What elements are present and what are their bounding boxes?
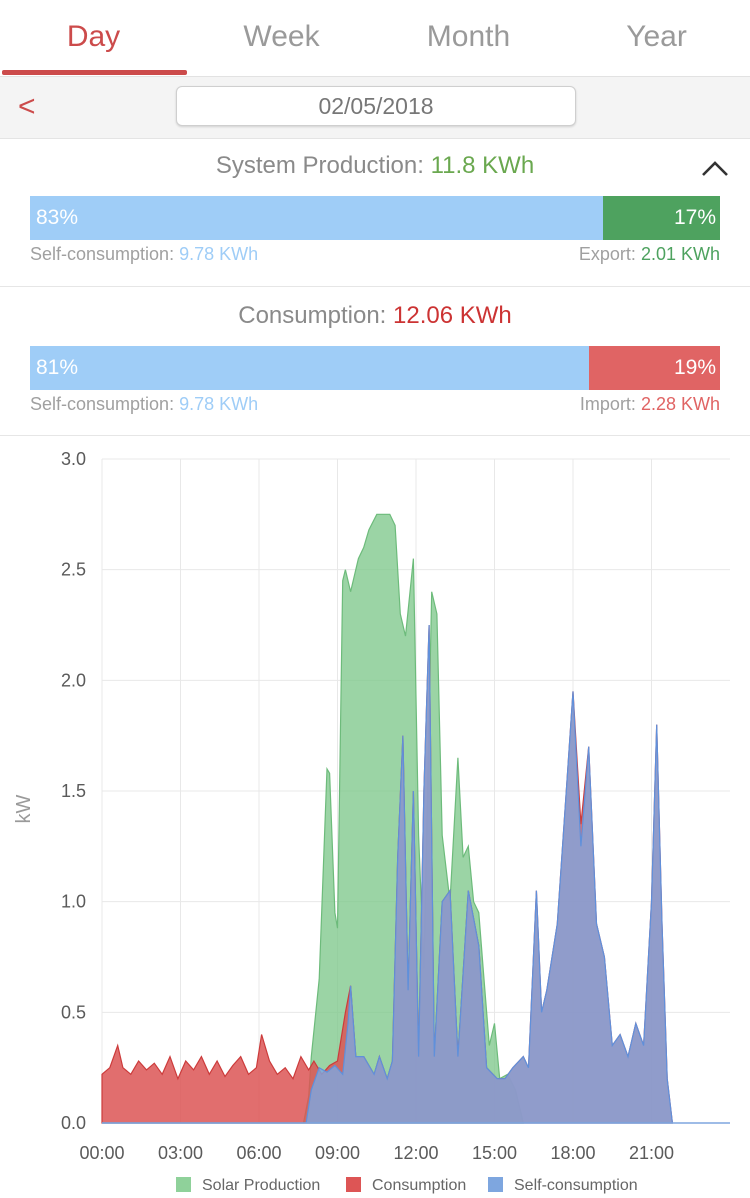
consumption-bar: 81% 19% bbox=[30, 346, 720, 390]
consumption-import-segment: 19% bbox=[588, 346, 720, 390]
y-tick-label: 2.0 bbox=[61, 670, 86, 690]
x-tick-label: 06:00 bbox=[236, 1143, 281, 1163]
production-export-segment: 17% bbox=[602, 196, 720, 240]
period-tabs: Day Week Month Year bbox=[0, 0, 750, 77]
series-area-solar-production bbox=[102, 513, 525, 1124]
consumption-self-segment: 81% bbox=[30, 346, 589, 390]
production-self-value: 9.78 KWh bbox=[179, 244, 259, 264]
consumption-import: Import: 2.28 KWh bbox=[580, 394, 720, 415]
chart-series bbox=[101, 513, 730, 1124]
active-tab-indicator bbox=[2, 70, 187, 75]
consumption-value: 12.06 KWh bbox=[393, 302, 512, 329]
x-axis-ticks: 00:00 03:00 06:00 09:00 12:00 15:00 18:00 21:00 bbox=[79, 1143, 674, 1163]
production-self-consumption: Self-consumption: 9.78 KWh bbox=[30, 244, 258, 265]
series-area-self-consumption bbox=[102, 624, 674, 1124]
y-tick-label: 0.0 bbox=[61, 1113, 86, 1133]
consumption-self-consumption: Self-consumption: 9.78 KWh bbox=[30, 394, 258, 415]
date-bar: < 02/05/2018 bbox=[0, 77, 750, 139]
x-tick-label: 15:00 bbox=[472, 1143, 517, 1163]
production-self-label: Self-consumption: bbox=[30, 244, 175, 264]
import-label: Import: bbox=[579, 394, 636, 414]
tab-year[interactable]: Year bbox=[626, 20, 687, 53]
import-value: 2.28 KWh bbox=[640, 394, 720, 414]
chart-legend: Solar Production Consumption Self-consumpt… bbox=[176, 1177, 638, 1194]
x-tick-label: 00:00 bbox=[79, 1143, 124, 1163]
legend-item[interactable]: Solar Production bbox=[202, 1177, 320, 1194]
consumption-self-value: 9.78 KWh bbox=[179, 394, 259, 414]
x-tick-label: 03:00 bbox=[158, 1143, 203, 1163]
legend-swatch bbox=[346, 1177, 361, 1192]
legend-item[interactable]: Consumption bbox=[372, 1177, 466, 1194]
consumption-label: Consumption: bbox=[238, 302, 387, 329]
y-tick-label: 3.0 bbox=[61, 449, 86, 469]
consumption-self-label: Self-consumption: bbox=[30, 394, 175, 414]
tab-day[interactable]: Day bbox=[66, 20, 121, 53]
tab-month[interactable]: Month bbox=[426, 20, 511, 53]
x-tick-label: 09:00 bbox=[315, 1143, 360, 1163]
legend-swatch bbox=[176, 1177, 191, 1192]
production-self-segment: 83% bbox=[30, 196, 603, 240]
production-label: System Production: bbox=[215, 152, 424, 179]
export-label: Export: bbox=[578, 244, 636, 264]
production-title: System Production: 11.8 KWh bbox=[0, 152, 750, 180]
power-chart: 0.0 0.5 1.0 1.5 2.0 2.5 3.0 00:00 03:00 06:00 09:… bbox=[13, 449, 730, 1194]
production-export: Export: 2.01 KWh bbox=[579, 244, 720, 265]
consumption-summary: Consumption: 12.06 KWh 81% 19% Self-cons… bbox=[0, 287, 750, 436]
date-picker[interactable]: 02/05/2018 bbox=[176, 86, 576, 126]
export-value: 2.01 KWh bbox=[640, 244, 720, 264]
legend-item[interactable]: Self-consumption bbox=[514, 1177, 638, 1194]
consumption-title: Consumption: 12.06 KWh bbox=[0, 302, 750, 330]
x-tick-label: 18:00 bbox=[550, 1143, 595, 1163]
collapse-chevron-icon[interactable] bbox=[700, 155, 730, 181]
production-value: 11.8 KWh bbox=[430, 152, 535, 179]
previous-day-button[interactable]: < bbox=[18, 90, 36, 123]
x-tick-label: 12:00 bbox=[393, 1143, 438, 1163]
y-tick-label: 1.5 bbox=[61, 781, 86, 801]
tab-week[interactable]: Week bbox=[243, 20, 320, 53]
y-axis-ticks: 0.0 0.5 1.0 1.5 2.0 2.5 3.0 bbox=[61, 449, 86, 1133]
y-tick-label: 0.5 bbox=[61, 1002, 86, 1022]
production-summary: System Production: 11.8 KWh 83% 17% Self… bbox=[0, 139, 750, 287]
legend-swatch bbox=[488, 1177, 503, 1192]
y-tick-label: 2.5 bbox=[61, 560, 86, 580]
x-tick-label: 21:00 bbox=[629, 1143, 674, 1163]
y-tick-label: 1.0 bbox=[61, 892, 86, 912]
production-bar: 83% 17% bbox=[30, 196, 720, 240]
y-axis-label: kW bbox=[13, 794, 35, 823]
